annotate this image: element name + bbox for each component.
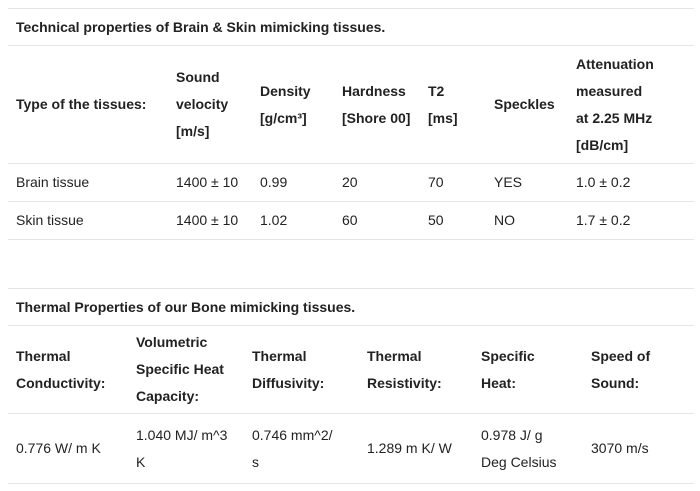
header-thermal-diffusivity: Thermal Diffusivity: [252,347,325,391]
cell: 1.289 m K/ W [367,440,452,456]
cell: 1400 ± 10 [176,212,239,228]
cell: 1400 ± 10 [176,174,239,190]
header-sound-velocity: Sound velocity [m/s] [176,69,229,139]
header-t2: T2 [ms] [428,82,458,126]
table-header-row: Type of the tissues: Sound velocity [m/s] … [8,46,694,164]
cell: 0.978 J/ g Deg Celsius [481,426,557,470]
header-speed-of-sound: Speed of Sound: [591,347,651,391]
table-caption: Technical properties of Brain & Skin mim… [8,8,694,46]
cell: 0.746 mm^2/s [252,426,333,470]
cell: 1.0 ± 0.2 [576,174,631,190]
cell: 20 [342,174,358,190]
cell: 0.776 W/ m K [16,440,101,456]
cell: 3070 m/s [591,440,649,456]
cell: 60 [342,212,358,228]
cell: 1.040 MJ/ m^3 K [136,426,228,470]
header-hardness: Hardness [Shore 00] [342,82,411,126]
cell: 70 [428,174,444,190]
cell: 0.99 [260,174,288,190]
header-speckles: Speckles [494,96,555,112]
header-thermal-resistivity: Thermal Resistivity: [367,347,442,391]
table-caption: Thermal Properties of our Bone mimicking… [8,288,694,326]
header-thermal-conductivity: Thermal Conductivity: [16,347,106,391]
table-row: 0.776 W/ m K 1.040 MJ/ m^3 K 0.746 mm^2/s… [8,414,694,484]
header-density: Density [g/cm³] [260,82,311,126]
cell: Skin tissue [16,212,84,228]
cell: 1.02 [260,212,288,228]
cell: NO [494,212,515,228]
cell: 50 [428,212,444,228]
cell: Brain tissue [16,174,90,190]
header-volumetric-specific-heat-capacity: Volumetric Specific Heat Capacity: [136,334,224,404]
cell: 1.7 ± 0.2 [576,212,631,228]
header-attenuation: Attenuation measured at 2.25 MHz [dB/cm] [576,55,654,153]
brain-skin-properties-table: Technical properties of Brain & Skin mim… [8,8,694,240]
table-row: Skin tissue 1400 ± 10 1.02 60 50 NO 1.7 … [8,202,694,240]
table-header-row: Thermal Conductivity: Volumetric Specific … [8,326,694,414]
header-type-of-tissues: Type of the tissues: [16,96,147,112]
bone-thermal-properties-table: Thermal Properties of our Bone mimicking… [8,288,694,484]
cell: YES [494,174,523,190]
table-row: Brain tissue 1400 ± 10 0.99 20 70 YES 1.… [8,164,694,202]
header-specific-heat: Specific Heat: [481,347,535,391]
